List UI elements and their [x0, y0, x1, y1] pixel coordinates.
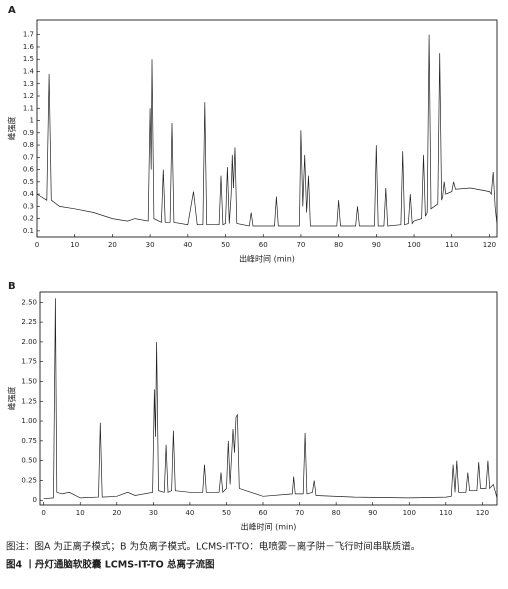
y-tick-label: 0.50: [21, 457, 37, 465]
y-tick-label: 1.00: [21, 417, 37, 425]
y-tick-label: 0.7: [23, 153, 34, 161]
y-tick-label: 0.9: [23, 129, 34, 137]
x-tick-label: 120: [476, 509, 489, 517]
x-tick-label: 50: [221, 241, 230, 249]
x-tick-label: 70: [296, 241, 305, 249]
y-tick-label: 1: [30, 117, 34, 125]
y-tick-label: 0.4: [23, 190, 35, 198]
y-tick-label: 1.2: [23, 92, 34, 100]
y-tick-label: 1.3: [23, 80, 34, 88]
x-tick-label: 60: [259, 509, 268, 517]
x-tick-label: 90: [368, 509, 377, 517]
x-tick-label: 0: [41, 509, 45, 517]
x-tick-label: 10: [76, 509, 85, 517]
panel-label: B: [8, 281, 16, 292]
x-tick-label: 90: [372, 241, 381, 249]
y-tick-label: 2.50: [21, 298, 37, 306]
y-tick-label: 0.25: [21, 476, 37, 484]
y-tick-label: 1.5: [23, 55, 34, 63]
y-tick-label: 0.3: [23, 202, 34, 210]
x-tick-label: 80: [332, 509, 341, 517]
x-tick-label: 70: [295, 509, 304, 517]
x-tick-label: 80: [334, 241, 343, 249]
y-tick-label: 1.4: [23, 67, 35, 75]
y-tick-label: 0.5: [23, 178, 34, 186]
y-tick-label: 0.6: [23, 166, 35, 174]
x-tick-label: 40: [183, 241, 192, 249]
plot-frame: [36, 19, 498, 238]
y-tick-label: 1.6: [23, 43, 35, 51]
caption: 图注：图A 为正离子模式；B 为负离子模式。LCMS-IT-TO：电喷雾－离子阱…: [6, 541, 420, 553]
x-tick-label: 20: [108, 241, 117, 249]
x-tick-label: 20: [112, 509, 121, 517]
x-tick-label: 110: [445, 241, 458, 249]
chromatogram-line: [43, 298, 498, 500]
y-tick-label: 2.00: [21, 338, 37, 346]
y-tick-label: 1.50: [21, 377, 37, 385]
y-tick-label: 0.2: [23, 215, 34, 223]
y-axis-label: 峰强度: [7, 117, 17, 141]
x-tick-label: 30: [146, 241, 155, 249]
chromatogram-line: [36, 34, 498, 227]
plot-frame: [39, 291, 498, 506]
x-tick-label: 50: [222, 509, 231, 517]
y-tick-label: 1.25: [21, 397, 37, 405]
y-tick-label: 1.75: [21, 358, 37, 366]
x-tick-label: 30: [149, 509, 158, 517]
y-tick-label: 0: [33, 496, 37, 504]
x-tick-label: 60: [259, 241, 268, 249]
y-tick-label: 0.75: [21, 437, 37, 445]
x-tick-label: 120: [483, 241, 496, 249]
x-tick-label: 110: [439, 509, 452, 517]
figure-title: 图4 丨丹灯通脑软胶囊 LCMS-IT-TO 总离子流图: [6, 559, 215, 571]
y-axis-label: 峰强度: [7, 387, 17, 411]
y-tick-label: 0.8: [23, 141, 34, 149]
x-tick-label: 100: [403, 509, 416, 517]
y-tick-label: 0.1: [23, 227, 34, 235]
x-axis-label: 出峰时间 (min): [239, 254, 295, 264]
x-tick-label: 100: [407, 241, 420, 249]
x-tick-label: 0: [35, 241, 39, 249]
x-axis-label: 出峰时间 (min): [241, 522, 297, 532]
panel-label: A: [8, 5, 16, 16]
y-tick-label: 2.25: [21, 318, 37, 326]
x-tick-label: 10: [70, 241, 79, 249]
x-tick-label: 40: [185, 509, 194, 517]
y-tick-label: 1.7: [23, 31, 34, 39]
y-tick-label: 1.1: [23, 104, 34, 112]
